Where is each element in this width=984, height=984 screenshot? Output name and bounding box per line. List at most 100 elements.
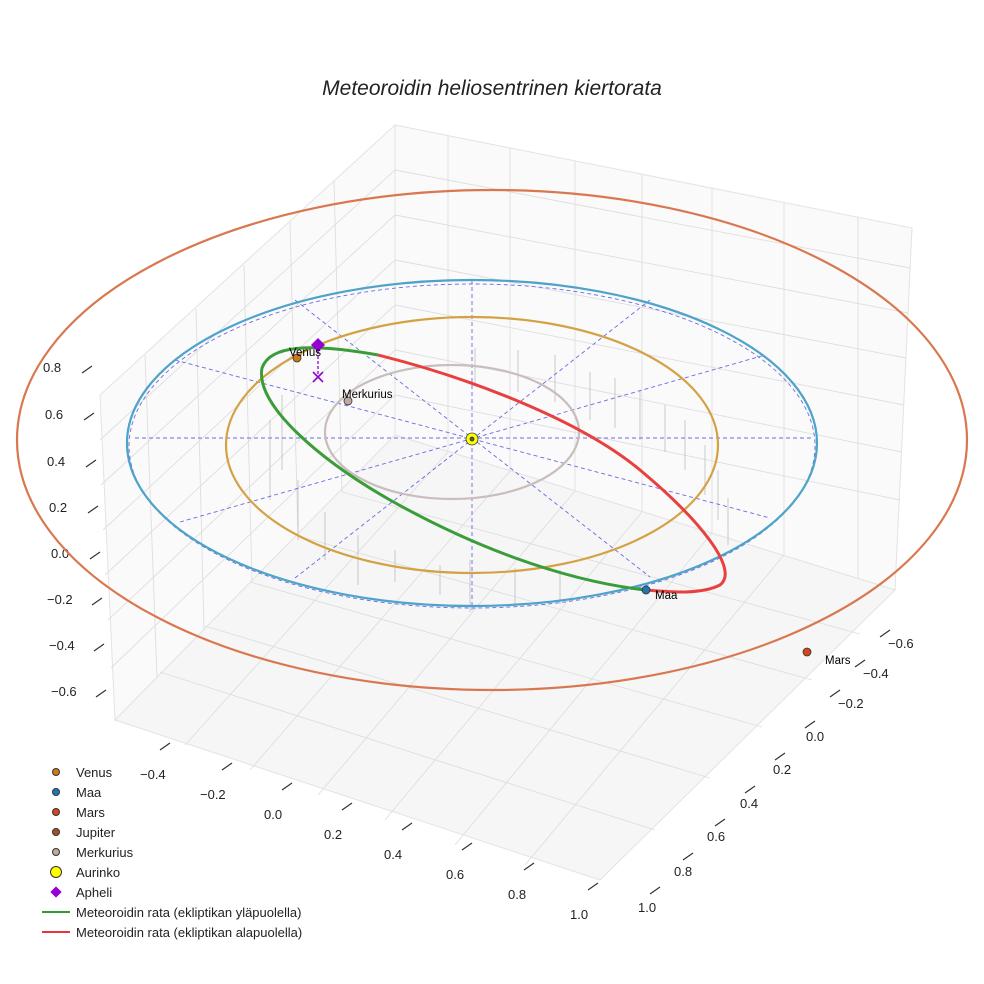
aurinko-center: [469, 436, 475, 442]
z-tick-label: −0.2: [47, 592, 73, 607]
x-tick-label: −0.4: [140, 767, 166, 782]
grid-line: [100, 214, 396, 486]
venus-point: [292, 353, 302, 363]
y-tick-label: −0.2: [838, 696, 864, 711]
legend-item: Merkurius: [36, 842, 356, 862]
meteoroid-orbit-above: [260, 346, 646, 592]
planet-labels: Venus Merkurius Maa Mars: [289, 347, 851, 667]
grid-line: [394, 214, 909, 314]
legend-item: Venus: [36, 762, 356, 782]
projection-stems: [269, 348, 729, 612]
maa-orbit: [125, 278, 819, 608]
grid-line: [102, 259, 396, 531]
mars-legend-dot: [52, 808, 60, 816]
grid-line: [184, 451, 449, 746]
legend-item: Meteoroidin rata (ekliptikan yläpuolella…: [36, 902, 356, 922]
merkurius-point: [343, 396, 353, 406]
legend-item: Jupiter: [36, 822, 356, 842]
legend-label: Meteoroidin rata (ekliptikan alapuolella…: [76, 924, 303, 940]
grid-line: [204, 625, 711, 779]
grid-line: [317, 490, 576, 796]
x-tick-label: 0.4: [384, 847, 402, 862]
merkurius-legend-dot: [52, 848, 60, 856]
z-tick-label: 0.4: [47, 454, 65, 469]
jupiter-legend-dot: [52, 828, 60, 836]
legend-label: Apheli: [76, 884, 113, 900]
legend-label: Aurinko: [76, 864, 121, 880]
legend-label: Mars: [76, 804, 105, 820]
y-tick-label: 0.8: [674, 864, 692, 879]
legend: Venus Maa Mars Jupiter Merkurius Aurinko…: [36, 762, 356, 942]
z-tick-label: 0.6: [45, 407, 63, 422]
mars-orbit: [15, 188, 969, 692]
y-tick-label: −0.6: [888, 636, 914, 651]
venus-orbit: [224, 315, 720, 575]
z-tick-label: −0.4: [49, 638, 75, 653]
legend-label: Maa: [76, 784, 102, 800]
meteoroid-orbit: [260, 346, 727, 594]
legend-item: Aurinko: [36, 862, 356, 882]
grid-line: [524, 554, 785, 866]
grid-line: [394, 169, 911, 269]
z-tick-label: −0.6: [51, 684, 77, 699]
legend-label: Merkurius: [76, 844, 134, 860]
ecliptic-projection-ellipse: [128, 283, 816, 609]
y-tick-label: 0.4: [740, 796, 758, 811]
orbit-above-legend-line: [42, 911, 70, 913]
maa-point: [641, 585, 651, 595]
x-tick-labels: −0.4 −0.2 0.0 0.2 0.4 0.6 0.8 1.0: [140, 767, 588, 922]
y-tick-label: −0.4: [863, 666, 889, 681]
legend-item: Apheli: [36, 882, 356, 902]
legend-item: Meteoroidin rata (ekliptikan alapuolella…: [36, 922, 356, 942]
x-tick-label: 1.0: [570, 907, 588, 922]
aphelion-projection-x: [312, 371, 324, 383]
y-tick-label: 0.2: [773, 762, 791, 777]
spoke-line: [174, 359, 771, 519]
z-tick-label: 0.2: [49, 500, 67, 515]
y-tick-label: 1.0: [638, 900, 656, 915]
floor-pane: [114, 434, 896, 881]
grid-line: [297, 535, 813, 681]
maa-legend-dot: [52, 788, 60, 796]
y-tick-label: 0.0: [806, 729, 824, 744]
aphelion-marker: [311, 338, 325, 352]
grid-line: [341, 491, 861, 635]
grid-line: [99, 169, 396, 441]
grid-line: [144, 354, 158, 678]
x-tick-label: 0.6: [446, 867, 464, 882]
merkurius-orbit: [323, 363, 581, 501]
legend-item: Mars: [36, 802, 356, 822]
planets: [292, 353, 812, 657]
venus-label: Venus: [289, 347, 321, 359]
grid-line: [110, 394, 396, 669]
x-tick-label: 0.8: [508, 887, 526, 902]
y-tick-label: 0.6: [707, 829, 725, 844]
grid-line: [249, 470, 511, 771]
tick-marks: [81, 365, 891, 895]
merkurius-label: Merkurius: [342, 389, 393, 401]
legend-item: Maa: [36, 782, 356, 802]
z-tick-label: 0.0: [51, 546, 69, 561]
x-tick-label: 0.2: [324, 827, 342, 842]
z-tick-label: 0.8: [43, 360, 61, 375]
grid-line: [289, 221, 299, 537]
grid-line: [394, 304, 905, 406]
y-tick-labels: −0.6 −0.4 −0.2 0.0 0.2 0.4 0.6 0.8 1.0: [638, 636, 914, 915]
x-tick-label: 0.0: [264, 807, 282, 822]
chart-title: Meteoroidin heliosentrinen kiertorata: [322, 77, 662, 100]
grid-line: [384, 511, 643, 821]
aphelion-group: [311, 338, 325, 383]
venus-legend-dot: [52, 768, 60, 776]
orbit-below-legend-line: [42, 931, 70, 933]
meteoroid-orbit-below: [377, 353, 727, 594]
legend-label: Jupiter: [76, 824, 116, 840]
grid-line: [243, 264, 253, 583]
grid-line: [394, 259, 907, 359]
x-tick-label: −0.2: [200, 787, 226, 802]
grid-line: [159, 671, 656, 831]
mars-point: [802, 647, 812, 657]
maa-label: Maa: [655, 590, 678, 602]
grid-line: [454, 532, 713, 846]
grid-line: [195, 308, 205, 631]
